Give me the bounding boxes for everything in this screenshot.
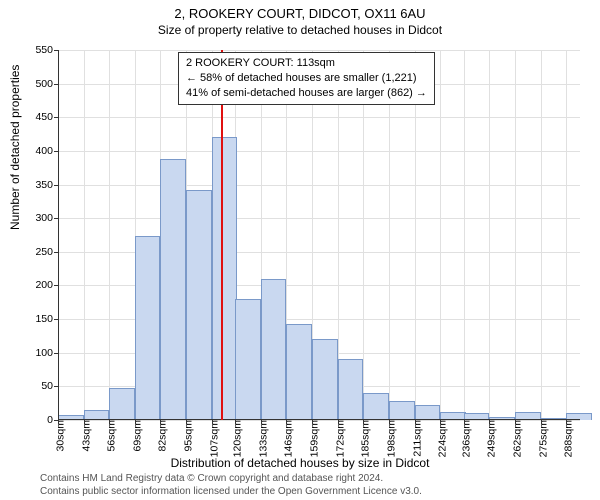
- grid-line-v: [541, 50, 542, 420]
- x-tick-label: 249sqm: [481, 420, 498, 457]
- grid-line-h: [58, 151, 580, 152]
- grid-line-v: [515, 50, 516, 420]
- x-tick-mark: [415, 420, 416, 424]
- x-tick-label: 56sqm: [101, 420, 118, 452]
- x-tick-label: 224sqm: [432, 420, 449, 457]
- x-tick-mark: [286, 420, 287, 424]
- x-tick-mark: [58, 420, 59, 424]
- x-tick-mark: [212, 420, 213, 424]
- x-tick-label: 159sqm: [304, 420, 321, 457]
- x-tick-label: 69sqm: [126, 420, 143, 452]
- histogram-bar: [160, 159, 186, 420]
- histogram-bar: [135, 236, 161, 420]
- x-tick-mark: [541, 420, 542, 424]
- x-tick-label: 107sqm: [203, 420, 220, 457]
- histogram-bar: [338, 359, 364, 420]
- x-tick-mark: [566, 420, 567, 424]
- grid-line-v: [566, 50, 567, 420]
- x-tick-label: 95sqm: [178, 420, 195, 452]
- x-tick-mark: [338, 420, 339, 424]
- x-tick-mark: [135, 420, 136, 424]
- histogram-bar: [109, 388, 135, 420]
- x-tick-mark: [109, 420, 110, 424]
- x-tick-label: 185sqm: [355, 420, 372, 457]
- x-tick-label: 172sqm: [329, 420, 346, 457]
- x-tick-label: 262sqm: [506, 420, 523, 457]
- x-tick-label: 82sqm: [152, 420, 169, 452]
- x-tick-label: 211sqm: [406, 420, 423, 457]
- x-tick-label: 120sqm: [227, 420, 244, 457]
- info-line3: 41% of semi-detached houses are larger (…: [186, 86, 427, 101]
- info-box: 2 ROOKERY COURT: 113sqm ← 58% of detache…: [178, 52, 435, 105]
- x-tick-mark: [261, 420, 262, 424]
- title-address: 2, ROOKERY COURT, DIDCOT, OX11 6AU: [0, 0, 600, 21]
- y-axis-line: [58, 50, 59, 420]
- grid-line-v: [415, 50, 416, 420]
- chart-container: 2, ROOKERY COURT, DIDCOT, OX11 6AU Size …: [0, 0, 600, 500]
- x-tick-mark: [84, 420, 85, 424]
- info-line2: ← 58% of detached houses are smaller (1,…: [186, 71, 427, 86]
- x-tick-label: 43sqm: [75, 420, 92, 452]
- x-tick-label: 146sqm: [278, 420, 295, 457]
- histogram-bar: [235, 299, 261, 420]
- x-tick-mark: [160, 420, 161, 424]
- histogram-bar: [415, 405, 441, 420]
- histogram-bar: [363, 393, 389, 420]
- x-axis-line: [58, 419, 580, 420]
- grid-line-v: [389, 50, 390, 420]
- x-tick-label: 288sqm: [558, 420, 575, 457]
- grid-line-v: [489, 50, 490, 420]
- x-tick-label: 30sqm: [50, 420, 67, 452]
- histogram-bar: [212, 137, 238, 420]
- x-tick-mark: [464, 420, 465, 424]
- grid-line-h: [58, 185, 580, 186]
- attribution-line1: Contains HM Land Registry data © Crown c…: [40, 473, 422, 486]
- grid-line-v: [464, 50, 465, 420]
- x-tick-mark: [363, 420, 364, 424]
- subject-marker-line: [221, 50, 223, 420]
- attribution-line2: Contains public sector information licen…: [40, 486, 422, 499]
- info-line1: 2 ROOKERY COURT: 113sqm: [186, 56, 427, 71]
- histogram-bar: [186, 190, 212, 420]
- grid-line-v: [363, 50, 364, 420]
- grid-line-h: [58, 117, 580, 118]
- grid-line-h: [58, 50, 580, 51]
- x-tick-mark: [312, 420, 313, 424]
- grid-line-v: [84, 50, 85, 420]
- x-tick-mark: [489, 420, 490, 424]
- x-axis-label: Distribution of detached houses by size …: [0, 456, 600, 470]
- x-tick-mark: [440, 420, 441, 424]
- histogram-bar: [261, 279, 287, 420]
- grid-line-v: [109, 50, 110, 420]
- x-tick-label: 275sqm: [532, 420, 549, 457]
- x-tick-mark: [389, 420, 390, 424]
- x-tick-label: 236sqm: [455, 420, 472, 457]
- x-tick-mark: [235, 420, 236, 424]
- grid-line-h: [58, 218, 580, 219]
- x-tick-mark: [515, 420, 516, 424]
- title-subtitle: Size of property relative to detached ho…: [0, 21, 600, 37]
- histogram-bar: [389, 401, 415, 420]
- histogram-bar: [286, 324, 312, 420]
- histogram-bar: [312, 339, 338, 420]
- x-tick-label: 198sqm: [380, 420, 397, 457]
- grid-line-v: [440, 50, 441, 420]
- attribution: Contains HM Land Registry data © Crown c…: [40, 473, 422, 498]
- x-tick-mark: [186, 420, 187, 424]
- y-axis-label: Number of detached properties: [8, 65, 22, 230]
- plot-area: 2 ROOKERY COURT: 113sqm ← 58% of detache…: [58, 50, 580, 420]
- x-tick-label: 133sqm: [252, 420, 269, 457]
